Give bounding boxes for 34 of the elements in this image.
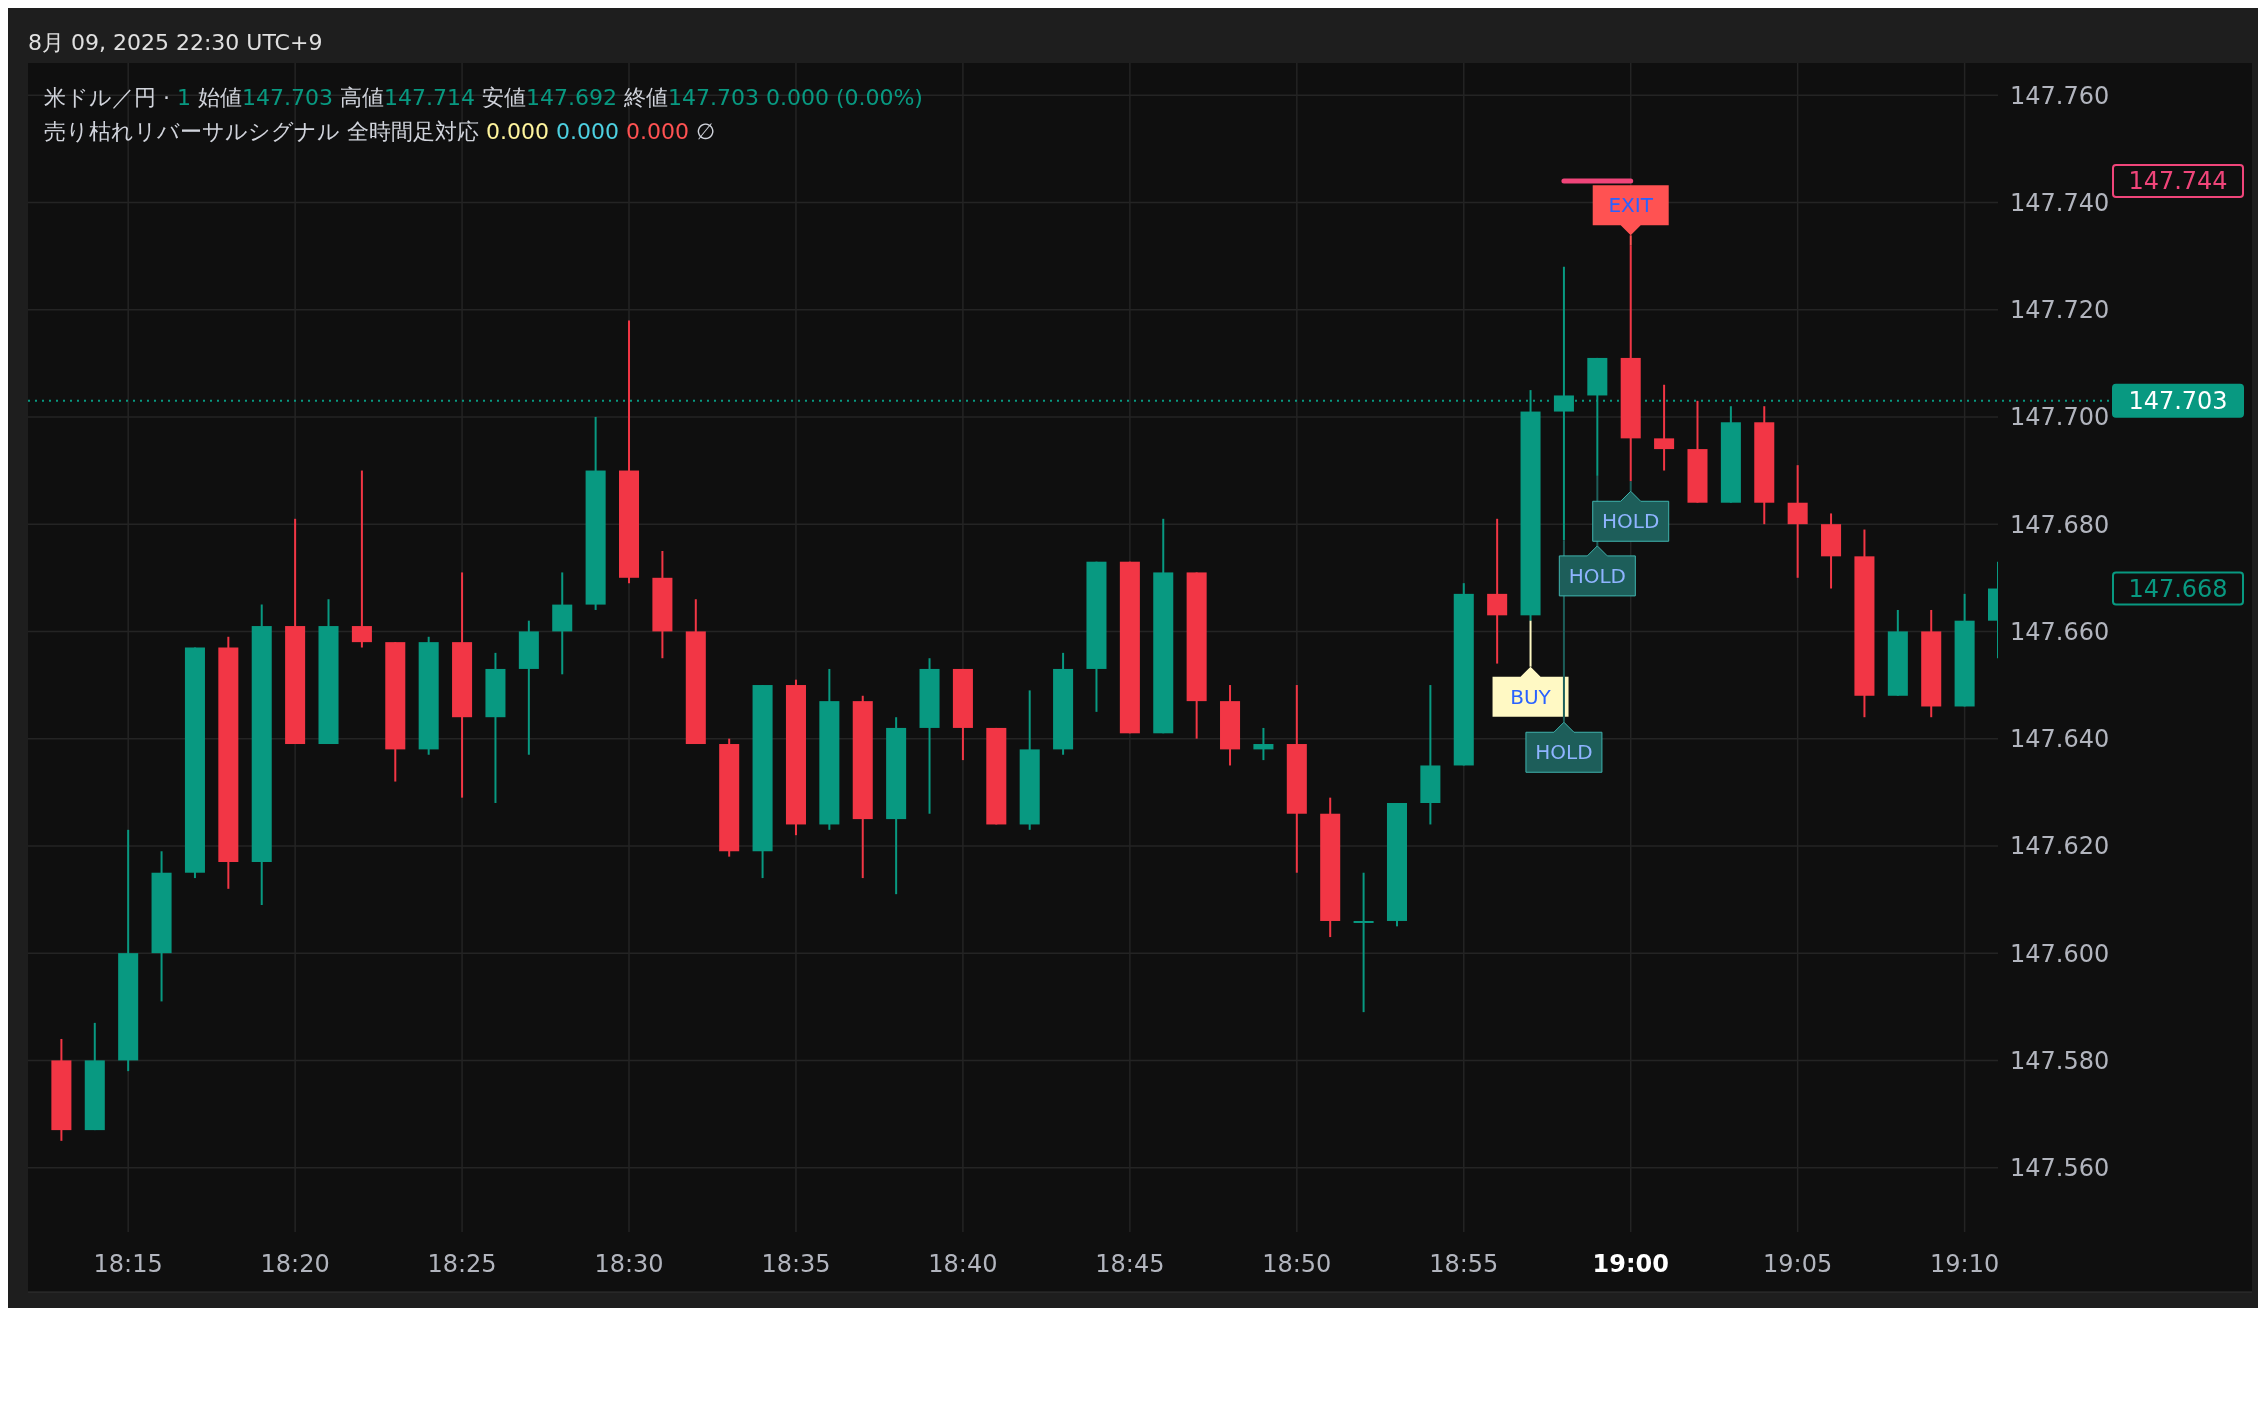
x-tick-label: 19:05 (1763, 1250, 1833, 1278)
x-tick-label: 18:40 (928, 1250, 998, 1278)
text: 売り枯れリバーサルシグナル 全時間足対応 0.000 0.000 0.000 ∅ (44, 119, 716, 144)
x-tick-label: 18:45 (1095, 1250, 1165, 1278)
x-tick-label: 19:00 (1592, 1250, 1669, 1278)
x-tick-label: 18:35 (761, 1250, 831, 1278)
annotation: HOLD (1568, 563, 1626, 588)
y-tick-label: 147.580 (2010, 1046, 2110, 1075)
text: 8月 09, 2025 22:30 UTC+9 (28, 30, 323, 55)
text: 147.744 (2128, 167, 2228, 196)
y-tick-label: 147.720 (2010, 296, 2110, 325)
y-tick-label: 147.700 (2010, 403, 2110, 432)
y-tick-label: 147.600 (2010, 939, 2110, 968)
x-tick-label: 18:20 (260, 1250, 330, 1278)
x-tick-label: 18:30 (594, 1250, 664, 1278)
chart-title: 米ドル／円 · 1 始値147.703 高値147.714 安値147.692 終値147.703 0.000 (0.00%) (44, 85, 923, 110)
annotation: HOLD (1535, 740, 1593, 765)
y-tick-label: 147.620 (2010, 832, 2110, 861)
y-tick-label: 147.740 (2010, 188, 2110, 217)
ref-line-label: 147.703 (2128, 387, 2228, 416)
y-tick-label: 147.680 (2010, 510, 2110, 539)
text: 147.668 (2128, 574, 2228, 603)
x-tick-label: 18:15 (93, 1250, 163, 1278)
x-tick-label: 18:50 (1262, 1250, 1332, 1278)
y-tick-label: 147.640 (2010, 725, 2110, 754)
x-tick-label: 18:25 (427, 1250, 497, 1278)
y-tick-label: 147.660 (2010, 617, 2110, 646)
annotation: BUY (1510, 684, 1552, 709)
annotation: EXIT (1608, 193, 1654, 218)
annotation: HOLD (1602, 509, 1660, 534)
y-tick-label: 147.560 (2010, 1154, 2110, 1183)
y-tick-label: 147.760 (2010, 81, 2110, 110)
x-tick-label: 18:55 (1429, 1250, 1499, 1278)
x-tick-label: 19:10 (1930, 1250, 2000, 1278)
